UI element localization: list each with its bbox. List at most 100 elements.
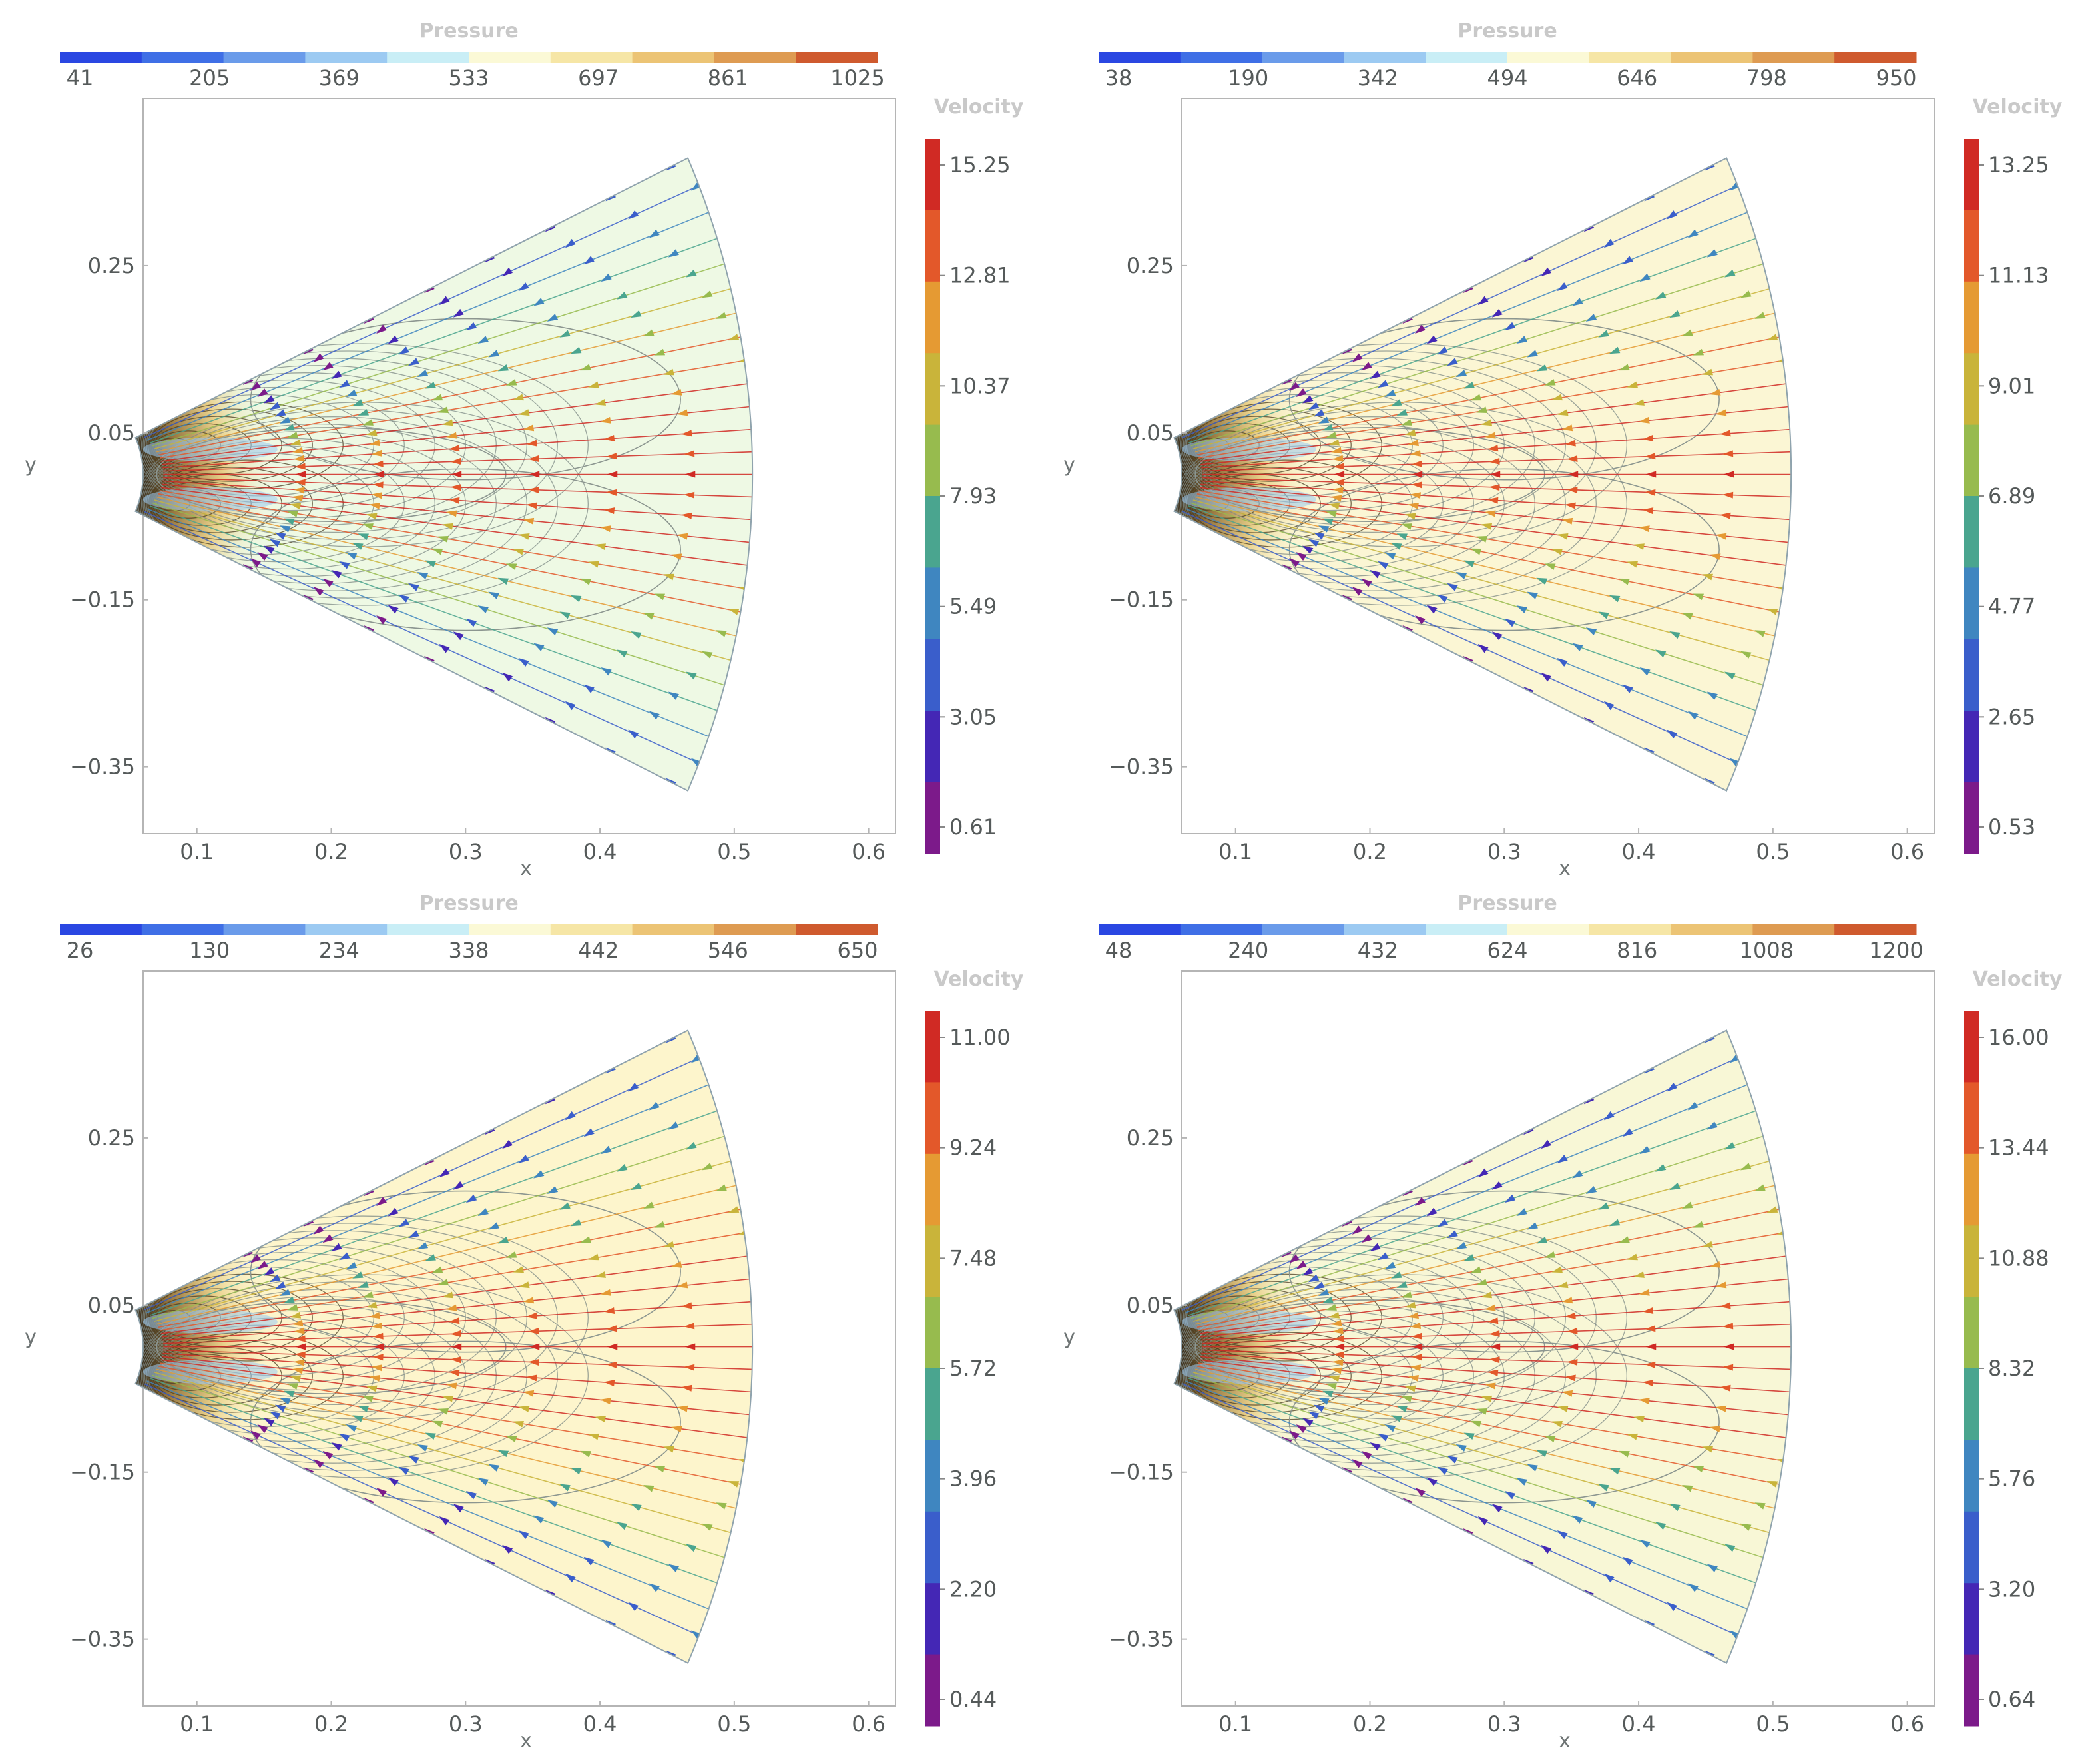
stream-arrow	[528, 455, 539, 463]
stream-arrow	[372, 481, 384, 489]
pressure-contour	[1179, 423, 1535, 584]
pressure-legend-swatch	[1426, 52, 1508, 63]
pressure-legend-swatch	[387, 52, 469, 63]
stream-arrow	[371, 449, 383, 457]
x-tick-label: 0.5	[1756, 1711, 1790, 1737]
stream-arrow	[681, 430, 692, 437]
stream-arrow	[616, 1522, 628, 1530]
stream-arrow	[728, 1206, 740, 1213]
stream-arrow	[338, 1252, 350, 1261]
stream-arrow	[1862, 1446, 1874, 1453]
stream-arrow	[451, 471, 462, 478]
stream-arrow	[1476, 1408, 1487, 1415]
stream-arrow	[526, 1374, 537, 1382]
stream-arrow	[1572, 643, 1583, 651]
stream-arrow	[1396, 1406, 1408, 1412]
streamlines	[140, 1030, 842, 1663]
stream-arrow	[1723, 1343, 1734, 1350]
stream-arrow	[1603, 701, 1615, 711]
stream-arrow	[1536, 364, 1548, 372]
pressure-contour	[1178, 416, 1566, 591]
stream-arrow	[488, 1222, 499, 1230]
pressure-legend-swatch	[469, 52, 551, 63]
stream-arrow	[439, 296, 450, 306]
stream-arrow	[747, 1436, 753, 1443]
stream-arrow	[250, 382, 261, 391]
velocity-legend-swatch	[925, 424, 940, 497]
stream-arrow	[1313, 1404, 1325, 1412]
stream-arrow	[831, 1267, 842, 1273]
stream-arrow	[1642, 507, 1654, 515]
stream-arrow	[1572, 298, 1583, 306]
stream-arrow	[1669, 310, 1681, 318]
sector-boundary	[134, 157, 754, 792]
stream-arrow	[1812, 271, 1823, 278]
stream-arrow	[1720, 1384, 1731, 1392]
stream-arrow	[570, 346, 582, 354]
stream-arrow	[362, 419, 374, 426]
stream-arrow	[814, 344, 825, 350]
stream-arrow	[497, 1236, 509, 1244]
x-tick-label: 0.3	[449, 839, 483, 864]
pressure-legend-swatch	[141, 924, 224, 935]
stream-arrow	[417, 1242, 429, 1250]
stream-arrow	[417, 571, 429, 580]
stream-arrow	[274, 532, 286, 540]
streamline	[152, 502, 753, 704]
stream-arrow	[1609, 595, 1621, 603]
velocity-legend-tick: 10.88	[1988, 1245, 2049, 1271]
stream-arrow	[1408, 503, 1419, 509]
stream-arrow	[1827, 294, 1838, 301]
stream-arrow	[616, 649, 628, 658]
pressure-contour	[1182, 379, 1474, 511]
stream-arrow	[681, 1384, 692, 1392]
stream-arrow	[755, 694, 766, 702]
pressure-legend-tick: 432	[1358, 938, 1398, 963]
streamline	[149, 505, 753, 727]
stream-arrow	[670, 553, 682, 561]
velocity-legend-swatch	[925, 353, 940, 426]
pressure-legend-tick: 1200	[1869, 938, 1923, 963]
stream-arrow	[1794, 1566, 1805, 1574]
stream-arrow	[1516, 1478, 1527, 1486]
stream-arrow	[1766, 609, 1778, 615]
stream-arrow	[1627, 1253, 1638, 1261]
stream-arrow	[445, 1304, 457, 1311]
stream-arrow	[1841, 624, 1852, 631]
streamline	[156, 1166, 753, 1325]
stream-arrow	[1878, 445, 1889, 452]
stream-arrow	[649, 1101, 660, 1111]
stream-arrow	[294, 479, 306, 486]
stream-arrow	[442, 1395, 454, 1402]
x-tick-label: 0.1	[180, 1711, 214, 1737]
streamline	[1198, 1362, 1792, 1478]
stream-arrow	[1572, 1515, 1583, 1524]
stream-arrow	[1720, 1302, 1731, 1309]
velocity-legend-tick: 11.13	[1988, 263, 2049, 288]
pressure-legend-tick: 41	[67, 65, 94, 91]
stream-arrow	[257, 388, 268, 398]
stream-arrow	[1328, 503, 1340, 510]
velocity-legend-swatch	[925, 1511, 940, 1584]
stream-arrow	[372, 1354, 384, 1361]
pressure-contour	[139, 1289, 527, 1464]
stream-arrow	[570, 1467, 582, 1475]
stream-arrow	[1798, 425, 1808, 432]
velocity-legend-tick: 0.64	[1988, 1687, 2035, 1712]
stream-arrow	[1633, 399, 1645, 406]
stream-arrow	[559, 611, 571, 619]
stream-arrow	[1455, 1444, 1467, 1452]
stream-arrow	[388, 605, 399, 614]
stream-arrow	[1633, 543, 1645, 550]
stream-arrow	[1585, 314, 1597, 322]
pressure-legend-tick: 1025	[830, 65, 884, 91]
stream-arrow	[1852, 599, 1864, 606]
stream-arrow	[1296, 388, 1307, 398]
stream-arrow	[1527, 350, 1538, 358]
pressure-legend-swatch	[1426, 924, 1508, 935]
streamline	[149, 1095, 753, 1317]
y-axis-label: y	[1063, 1326, 1075, 1349]
stream-arrow	[453, 631, 464, 641]
stream-arrow	[643, 613, 655, 620]
x-tick-label: 0.6	[852, 1711, 886, 1737]
